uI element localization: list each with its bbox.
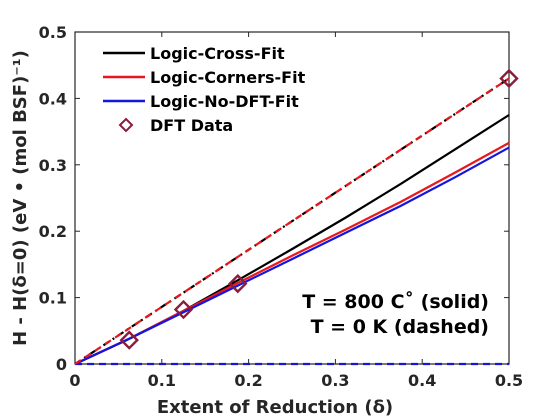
dft-markers [119, 68, 519, 350]
y-axis-title: H - H(δ=0) (eV • (mol BSF)⁻¹) [10, 50, 31, 346]
x-tick-label: 0.2 [234, 371, 262, 390]
y-tick-label: 0.4 [39, 89, 67, 108]
legend-label: DFT Data [150, 116, 233, 135]
x-tick-label: 0.5 [495, 371, 523, 390]
x-tick-label: 0.4 [408, 371, 436, 390]
annotation-dashed: T = 0 K (dashed) [311, 316, 489, 338]
dft-point [173, 299, 194, 320]
y-tick-label: 0.2 [39, 222, 67, 241]
legend-label: Logic-Corners-Fit [150, 68, 306, 87]
series-lines [74, 77, 510, 366]
series-line-4 [74, 77, 510, 365]
x-axis: 0 0.1 0.2 0.3 0.4 0.5 [69, 32, 523, 390]
dft-point [499, 68, 519, 89]
x-tick-label: 0 [69, 371, 80, 390]
series-line-2 [74, 146, 510, 365]
x-tick-label: 0.1 [148, 371, 176, 390]
plot-area [74, 31, 510, 365]
x-tick-label: 0.3 [321, 371, 349, 390]
x-axis-title: Extent of Reduction (δ) [157, 397, 393, 418]
y-tick-label: 0 [56, 355, 67, 374]
y-tick-label: 0.1 [39, 289, 67, 308]
y-tick-label: 0.3 [39, 156, 67, 175]
dft-point [228, 273, 248, 294]
legend-label: Logic-Cross-Fit [150, 44, 285, 63]
legend-swatch [118, 117, 134, 133]
annotation-solid: T = 800 C˚ (solid) [302, 290, 489, 313]
legend-label: Logic-No-DFT-Fit [150, 92, 299, 111]
dft-point [119, 330, 139, 350]
legend: Logic-Cross-Fit Logic-Corners-Fit Logic-No… [103, 44, 306, 135]
y-tick-label: 0.5 [39, 23, 67, 42]
y-axis: 0 0.1 0.2 0.3 0.4 0.5 [39, 23, 509, 374]
